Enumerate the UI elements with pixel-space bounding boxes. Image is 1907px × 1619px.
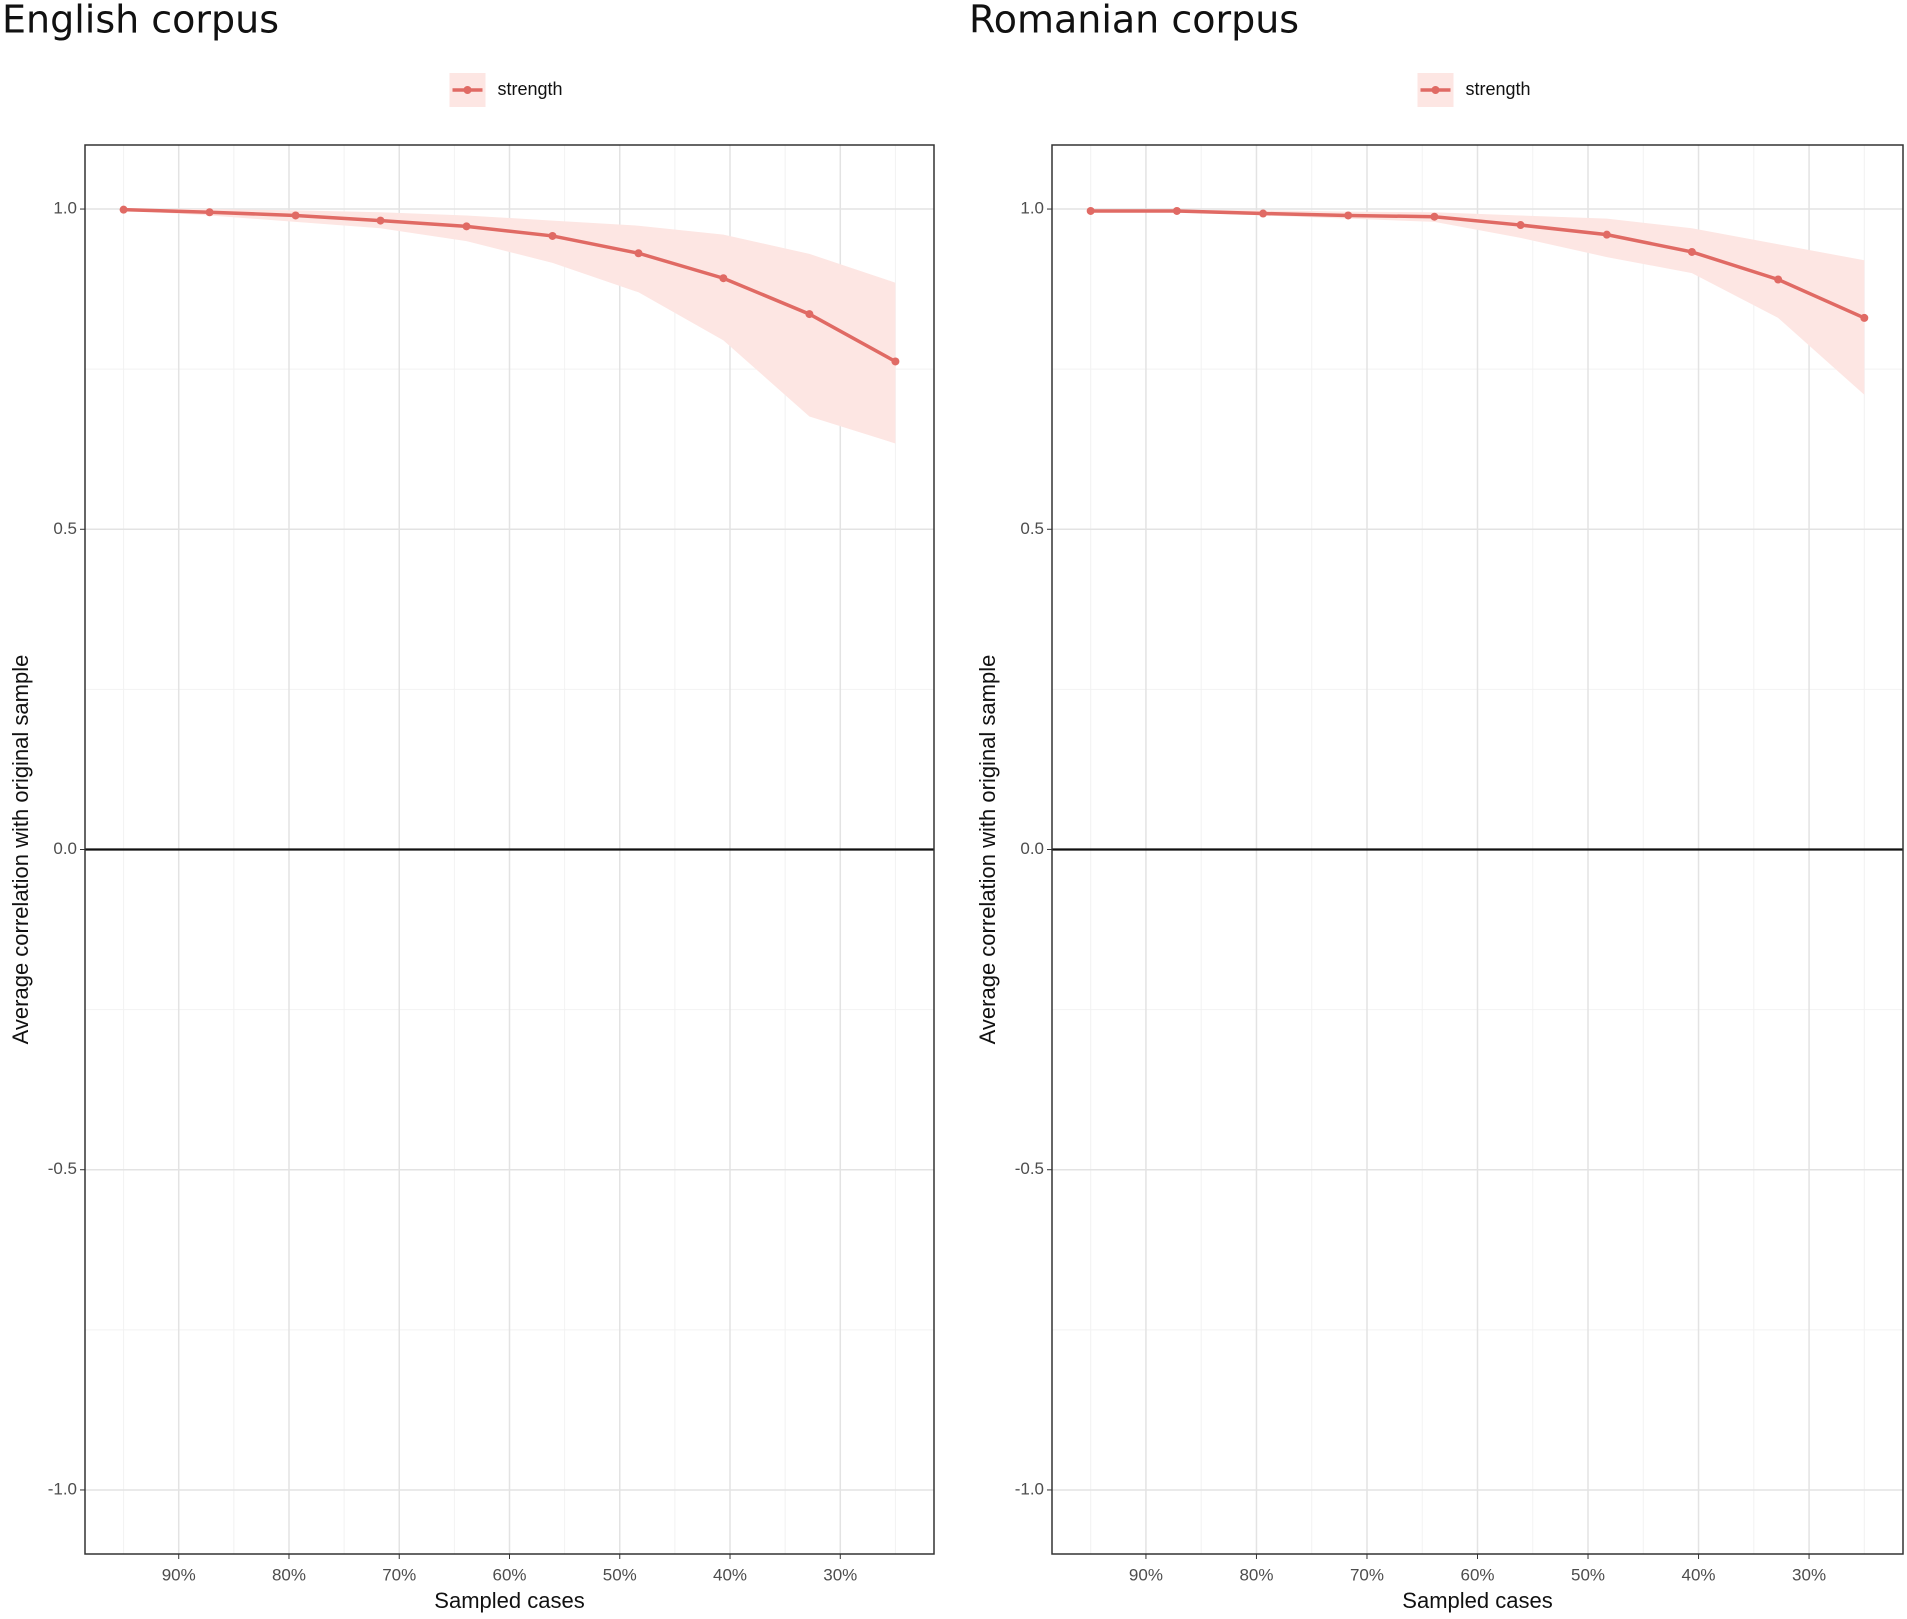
y-tick-label: 1.0 [53, 199, 77, 218]
data-point [1687, 247, 1696, 256]
data-point [1860, 313, 1869, 322]
data-point [1602, 230, 1611, 239]
y-axis-title: Average correlation with original sample [8, 655, 33, 1045]
x-tick-label: 30% [823, 1565, 857, 1584]
data-point [1344, 211, 1353, 220]
x-tick-label: 40% [1682, 1565, 1716, 1584]
data-point [291, 211, 300, 220]
data-point [634, 249, 643, 258]
data-point [205, 208, 214, 217]
data-point [1774, 275, 1783, 284]
data-point [1430, 212, 1439, 221]
series-line [1090, 209, 1866, 320]
y-tick-label: -0.5 [48, 1159, 77, 1178]
series-line [123, 207, 897, 364]
data-point [119, 205, 128, 214]
data-point [719, 274, 728, 283]
data-point [805, 310, 814, 319]
data-point [1086, 206, 1095, 215]
legend-point [1431, 86, 1440, 94]
x-tick-label: 60% [1460, 1565, 1494, 1584]
y-tick-label: -0.5 [1015, 1159, 1044, 1178]
legend-point [463, 86, 472, 94]
panel-title: Romanian corpus [969, 0, 1299, 42]
x-tick-label: 50% [603, 1565, 637, 1584]
confidence-band [1090, 209, 1865, 395]
x-tick-label: 40% [713, 1565, 747, 1584]
data-point [462, 222, 471, 231]
x-tick-label: 80% [272, 1565, 306, 1584]
y-tick-label: 1.0 [1020, 199, 1044, 218]
plot-frame [1051, 144, 1904, 1555]
x-axis-title: Sampled cases [1402, 1588, 1552, 1613]
y-tick-label: 0.0 [53, 839, 77, 858]
y-tick-label: 0.5 [1020, 519, 1044, 538]
x-tick-label: 50% [1571, 1565, 1605, 1584]
legend-label: strength [498, 79, 563, 99]
data-point [376, 216, 385, 225]
y-axis-title: Average correlation with original sample [975, 655, 1000, 1045]
x-tick-label: 90% [162, 1565, 196, 1584]
data-point [548, 231, 557, 240]
data-point [891, 357, 900, 366]
data-point [1259, 209, 1268, 218]
data-point [1172, 206, 1181, 215]
x-axis-title: Sampled cases [434, 1588, 584, 1613]
data-point [1516, 221, 1525, 230]
y-tick-label: 0.0 [1020, 839, 1044, 858]
y-tick-label: -1.0 [1015, 1479, 1044, 1498]
x-tick-label: 70% [1350, 1565, 1384, 1584]
x-tick-label: 90% [1129, 1565, 1163, 1584]
y-tick-label: -1.0 [48, 1479, 77, 1498]
x-tick-label: 80% [1239, 1565, 1273, 1584]
y-tick-label: 0.5 [53, 519, 77, 538]
legend-label: strength [1466, 79, 1531, 99]
x-tick-label: 70% [382, 1565, 416, 1584]
x-tick-label: 60% [492, 1565, 526, 1584]
plot-frame [84, 144, 935, 1555]
x-tick-label: 30% [1792, 1565, 1826, 1584]
confidence-band [123, 209, 896, 444]
panel-title: English corpus [2, 0, 279, 42]
